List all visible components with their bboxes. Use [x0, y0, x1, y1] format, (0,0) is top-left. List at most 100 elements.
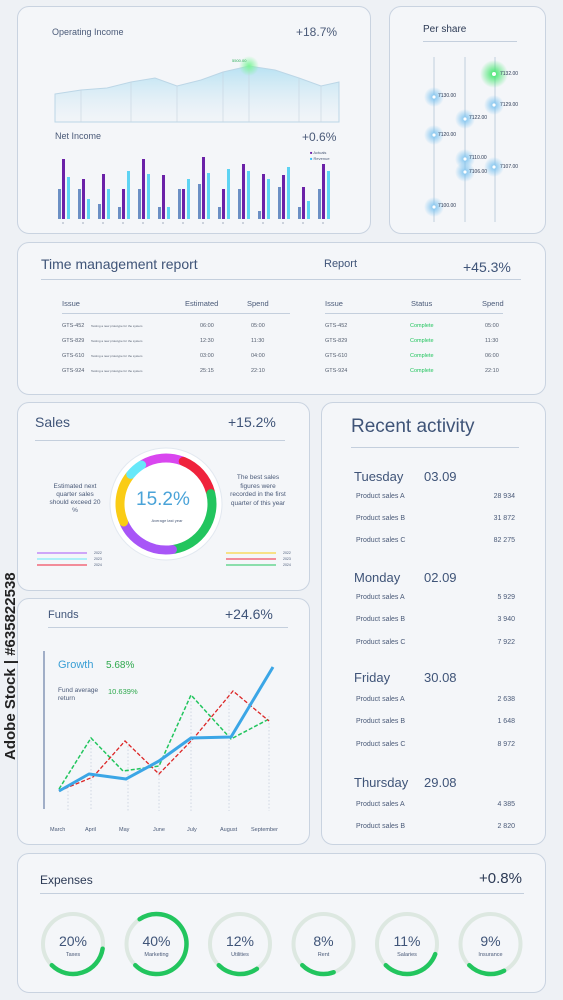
activity-item-value: 4 385	[497, 801, 515, 808]
row-estimated: 12:30	[200, 338, 214, 344]
net-income-legend: ■ Actuals ■ Revenue	[310, 150, 330, 161]
avg-value: 10.639%	[108, 687, 138, 696]
row-spend: 05:00	[485, 323, 499, 329]
activity-item-label: Product sales A	[356, 801, 405, 808]
bar-revenue	[147, 174, 150, 219]
activity-date: 29.08	[424, 775, 457, 790]
donut-segment	[138, 453, 187, 469]
sales-legend-year: 2023	[283, 557, 291, 561]
bar-actuals	[202, 157, 205, 219]
donut-segment	[169, 489, 217, 554]
expense-label: Utilities	[231, 952, 249, 958]
income-card: Operating Income +18.7% 5500.00 Net Inco…	[17, 6, 371, 234]
activity-item-label: Product sales A	[356, 696, 405, 703]
avg-label: Fund average return	[58, 687, 99, 702]
sales-title: Sales	[35, 414, 71, 430]
sales-divider	[35, 440, 285, 441]
activity-item-label: Product sales A	[356, 493, 405, 500]
donut-segment	[178, 456, 215, 497]
bar-gray	[198, 184, 201, 219]
right-header-status: Status	[411, 299, 433, 308]
per-share-chart	[424, 57, 508, 222]
right-header-spend: Spend	[482, 299, 504, 308]
bar-actuals	[242, 164, 245, 219]
report-title: Report	[324, 258, 358, 270]
row-issue: GTS-452	[325, 323, 348, 329]
donut-segment	[126, 460, 147, 479]
expense-value: 12%	[225, 933, 255, 949]
bar-gray	[318, 189, 321, 219]
ring-progress	[216, 962, 260, 977]
time-report-title: Time management report	[41, 256, 198, 272]
activity-date: 03.09	[424, 469, 457, 484]
operating-income-area-chart	[54, 56, 340, 123]
expense-value: 9%	[480, 933, 501, 949]
bar-gray	[78, 189, 81, 219]
left-header-estimated: Estimated	[185, 299, 219, 308]
month-label: September	[251, 827, 278, 833]
donut-segment	[119, 518, 177, 555]
sales-right-text: The best sales figures were recorded in …	[230, 474, 286, 507]
ring-progress	[300, 962, 336, 977]
expense-label: Rent	[317, 952, 330, 958]
activity-day: Friday	[354, 670, 391, 685]
row-estimated: 06:00	[200, 323, 214, 329]
operating-income-peak-label: 5500.00	[232, 58, 247, 63]
activity-day: Thursday	[354, 775, 409, 790]
bar-actuals	[302, 187, 305, 219]
bar-revenue	[327, 171, 330, 219]
left-header-issue: Issue	[62, 299, 80, 308]
right-header-divider	[325, 313, 503, 314]
expense-label: Marketing	[144, 952, 169, 958]
sales-legend-year: 2023	[94, 557, 102, 561]
row-spend: 04:00	[251, 353, 265, 359]
month-label: May	[119, 827, 130, 833]
series-green-dashed	[58, 693, 270, 790]
bar-gray	[58, 189, 61, 219]
bar-revenue	[167, 207, 170, 219]
time-report-divider	[41, 279, 521, 280]
per-share-label-1: 7132.00	[500, 71, 519, 77]
bar-actuals	[282, 175, 285, 219]
net-income-title: Net Income	[55, 131, 102, 141]
legend-revenue: Revenue	[313, 156, 330, 161]
ring-progress	[467, 962, 507, 977]
growth-value: 5.68%	[106, 660, 135, 671]
net-income-bar-chart	[58, 157, 330, 224]
row-status: Complete	[410, 323, 434, 329]
month-label: April	[85, 827, 97, 833]
row-spend: 06:00	[485, 353, 499, 359]
funds-divider	[48, 627, 288, 628]
expenses-divider	[40, 893, 524, 894]
bar-actuals	[162, 175, 165, 219]
expense-value: 40%	[142, 933, 171, 949]
row-issue: GTS-829	[325, 338, 348, 344]
row-status: Complete	[410, 338, 434, 344]
activity-item-label: Product sales B	[356, 515, 406, 522]
activity-item-value: 2 820	[497, 823, 515, 830]
donut-segment	[115, 471, 135, 527]
per-share-label-8: 7106.00	[469, 169, 488, 175]
sales-legend-left	[37, 552, 87, 566]
bar-revenue	[287, 167, 290, 219]
activity-item-value: 2 638	[497, 696, 515, 703]
activity-date: 30.08	[424, 670, 457, 685]
bar-revenue	[87, 199, 90, 219]
row-issue: GTS-610	[62, 353, 85, 359]
per-share-divider	[423, 41, 517, 42]
row-spend: 22:10	[485, 368, 499, 374]
row-desc: Testing a new prototype for the system	[91, 369, 143, 373]
bar-revenue	[127, 171, 130, 219]
growth-label: Growth	[58, 659, 94, 671]
sales-left-text: Estimated next quarter sales should exce…	[49, 483, 101, 514]
recent-activity-card: Recent activity Tuesday 03.09 Product sa…	[321, 402, 546, 845]
bar-gray	[278, 187, 281, 219]
net-income-change: +0.6%	[302, 130, 337, 144]
row-estimated: 03:00	[200, 353, 214, 359]
bar-gray	[178, 189, 181, 219]
month-label: August	[220, 827, 238, 833]
activity-item-label: Product sales C	[356, 639, 406, 646]
recent-activity-divider	[351, 447, 519, 448]
expense-label: Insurance	[478, 952, 503, 958]
bar-revenue	[267, 179, 270, 219]
